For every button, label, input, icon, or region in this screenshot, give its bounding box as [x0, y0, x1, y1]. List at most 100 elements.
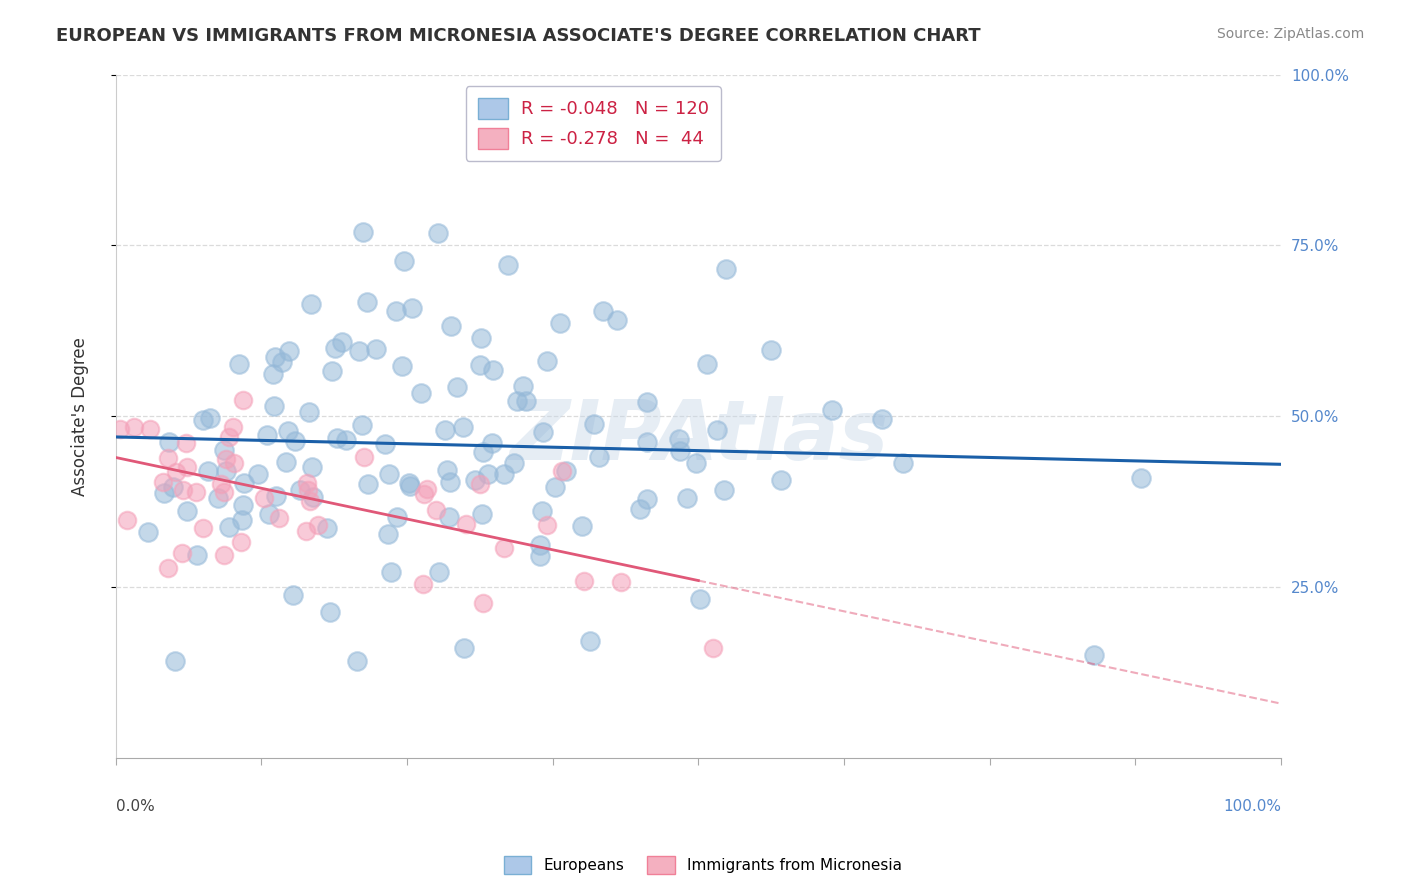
Point [377, 527, 399, 541]
Point [186, 549, 208, 563]
Point [470, 331, 492, 345]
Point [436, 463, 458, 477]
Point [115, 513, 138, 527]
Point [471, 508, 494, 522]
Point [302, 490, 325, 504]
Text: 100.0%: 100.0% [1223, 799, 1281, 814]
Point [323, 341, 346, 355]
Point [1083, 648, 1105, 662]
Point [297, 483, 319, 497]
Point [346, 654, 368, 668]
Point [157, 435, 180, 450]
Point [427, 565, 450, 579]
Point [506, 393, 529, 408]
Point [170, 546, 193, 560]
Point [357, 476, 380, 491]
Point [482, 363, 505, 377]
Point [893, 456, 915, 470]
Point [232, 393, 254, 408]
Point [278, 343, 301, 358]
Point [184, 484, 207, 499]
Point [439, 475, 461, 489]
Point [231, 513, 253, 527]
Point [352, 225, 374, 239]
Point [263, 399, 285, 413]
Point [253, 491, 276, 505]
Point [281, 588, 304, 602]
Point [451, 419, 474, 434]
Point [440, 319, 463, 334]
Point [295, 524, 318, 539]
Point [377, 467, 399, 481]
Point [209, 477, 232, 491]
Point [207, 491, 229, 505]
Point [139, 422, 162, 436]
Point [668, 432, 690, 446]
Text: EUROPEAN VS IMMIGRANTS FROM MICRONESIA ASSOCIATE'S DEGREE CORRELATION CHART: EUROPEAN VS IMMIGRANTS FROM MICRONESIA A… [56, 27, 981, 45]
Point [713, 483, 735, 497]
Point [215, 464, 238, 478]
Point [503, 456, 526, 470]
Point [468, 358, 491, 372]
Point [543, 480, 565, 494]
Point [298, 405, 321, 419]
Point [446, 380, 468, 394]
Point [530, 504, 553, 518]
Point [326, 431, 349, 445]
Point [412, 576, 434, 591]
Point [464, 473, 486, 487]
Point [229, 535, 252, 549]
Point [628, 501, 651, 516]
Point [335, 433, 357, 447]
Point [471, 445, 494, 459]
Point [366, 342, 388, 356]
Point [453, 641, 475, 656]
Point [274, 455, 297, 469]
Point [401, 301, 423, 316]
Point [536, 354, 558, 368]
Point [162, 480, 184, 494]
Point [215, 452, 238, 467]
Point [198, 410, 221, 425]
Point [299, 296, 322, 310]
Point [434, 423, 457, 437]
Point [218, 520, 240, 534]
Point [870, 412, 893, 426]
Point [156, 451, 179, 466]
Point [689, 591, 711, 606]
Point [110, 422, 132, 436]
Point [398, 479, 420, 493]
Point [572, 574, 595, 589]
Point [232, 499, 254, 513]
Point [391, 359, 413, 373]
Point [606, 313, 628, 327]
Point [492, 541, 515, 556]
Point [380, 565, 402, 579]
Point [350, 417, 373, 432]
Point [157, 561, 180, 575]
Point [468, 477, 491, 491]
Point [385, 510, 408, 524]
Point [821, 403, 844, 417]
Point [636, 395, 658, 409]
Point [347, 344, 370, 359]
Point [316, 521, 339, 535]
Point [759, 343, 782, 357]
Point [706, 423, 728, 437]
Point [531, 425, 554, 439]
Legend: Europeans, Immigrants from Micronesia: Europeans, Immigrants from Micronesia [498, 850, 908, 880]
Point [163, 654, 186, 668]
Point [228, 357, 250, 371]
Point [385, 304, 408, 318]
Point [197, 464, 219, 478]
Point [284, 434, 307, 449]
Point [218, 430, 240, 444]
Y-axis label: Associate's Degree: Associate's Degree [72, 337, 89, 496]
Point [193, 412, 215, 426]
Point [174, 436, 197, 450]
Point [636, 492, 658, 507]
Point [374, 437, 396, 451]
Point [571, 518, 593, 533]
Point [288, 483, 311, 497]
Point [330, 335, 353, 350]
